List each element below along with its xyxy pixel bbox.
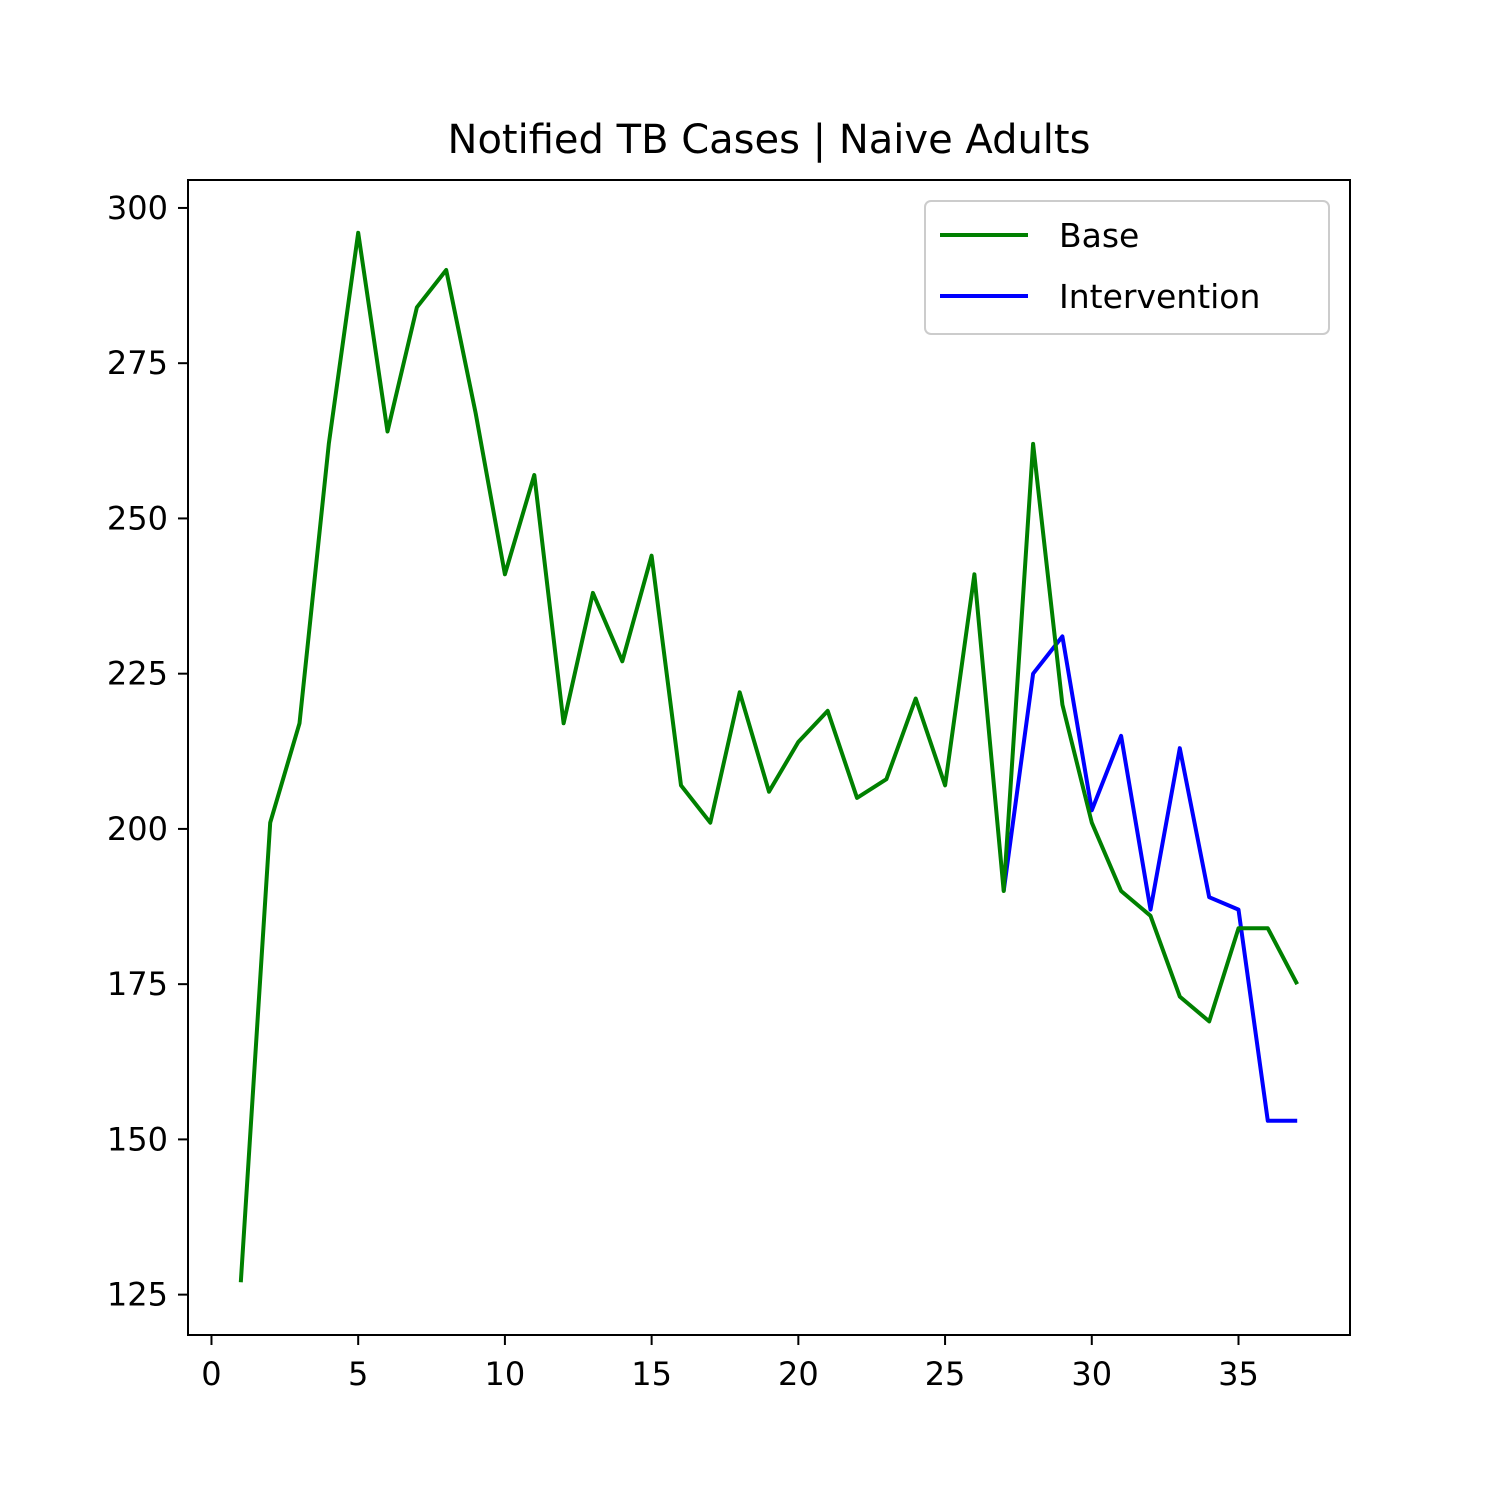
x-tick-label: 30 xyxy=(1071,1355,1112,1393)
x-tick-label: 10 xyxy=(485,1355,526,1393)
chart-title: Notified TB Cases | Naive Adults xyxy=(448,117,1091,163)
y-tick-label: 125 xyxy=(107,1276,168,1314)
x-tick-label: 15 xyxy=(631,1355,672,1393)
series-line-intervention xyxy=(1001,634,1298,1123)
legend-label-base: Base xyxy=(1059,216,1139,255)
x-tick-label: 5 xyxy=(348,1355,368,1393)
series-line-base xyxy=(238,230,1299,1283)
y-tick-label: 275 xyxy=(107,344,168,382)
x-tick-label: 0 xyxy=(201,1355,221,1393)
y-tick-label: 200 xyxy=(107,810,168,848)
plot-frame xyxy=(187,179,1351,1336)
legend-label-intervention: Intervention xyxy=(1059,277,1260,316)
y-tick-label: 225 xyxy=(107,655,168,693)
y-axis: 125 150 175 200 225 250 275 300 xyxy=(107,189,188,1314)
legend: Base Intervention xyxy=(924,200,1330,335)
x-tick-label: 25 xyxy=(925,1355,966,1393)
series-layer xyxy=(238,230,1299,1283)
y-tick-label: 150 xyxy=(107,1120,168,1158)
y-tick-label: 175 xyxy=(107,965,168,1003)
x-tick-label: 35 xyxy=(1218,1355,1259,1393)
x-axis: 0 5 10 15 20 25 30 35 xyxy=(201,1335,1259,1393)
x-tick-label: 20 xyxy=(778,1355,819,1393)
y-tick-label: 300 xyxy=(107,189,168,227)
y-tick-label: 250 xyxy=(107,499,168,537)
